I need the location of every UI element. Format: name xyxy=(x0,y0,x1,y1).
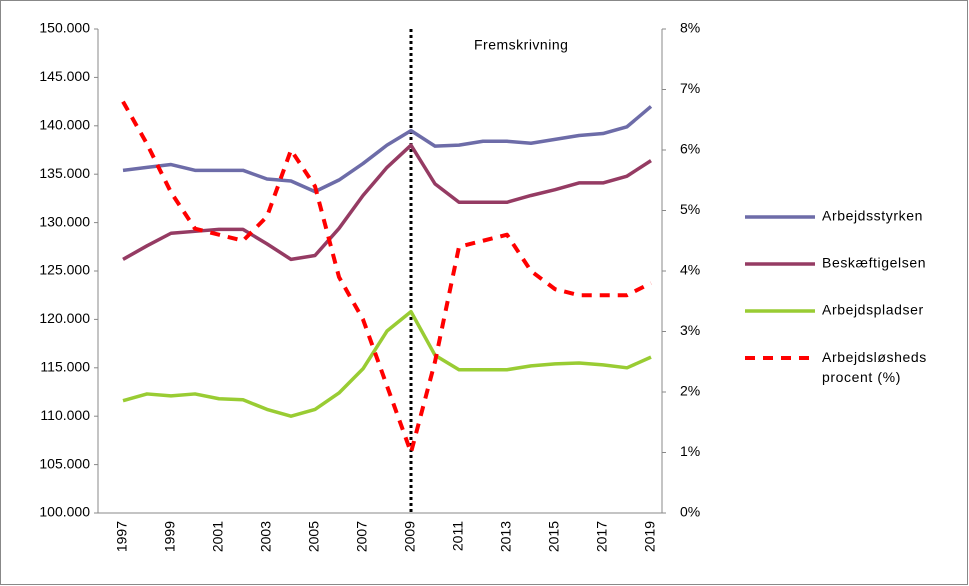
legend-label: Arbejdsstyrken xyxy=(822,208,923,224)
series-line xyxy=(122,105,653,194)
x-tick-label: 2015 xyxy=(546,521,562,552)
x-tick-label: 2005 xyxy=(306,521,322,552)
legend-label: Beskæftigelsen xyxy=(822,255,926,271)
y2-tick-label: 2% xyxy=(680,383,700,399)
annotation: Fremskrivning xyxy=(474,37,568,53)
y2-tick-label: 7% xyxy=(680,80,700,96)
y-tick-label: 140.000 xyxy=(39,117,90,133)
y2-tick-label: 6% xyxy=(680,141,700,157)
y-tick-label: 120.000 xyxy=(39,310,90,326)
x-tick-label: 2003 xyxy=(258,521,274,552)
y2-tick-label: 4% xyxy=(680,262,700,278)
x-tick-label: 1999 xyxy=(162,521,178,552)
series-line xyxy=(122,309,652,418)
x-tick-label: 2011 xyxy=(450,521,466,551)
y-tick-label: 125.000 xyxy=(39,262,90,278)
x-tick-label: 2019 xyxy=(642,521,658,552)
y2-tick-label: 3% xyxy=(680,322,700,338)
series-line xyxy=(122,143,652,262)
y-tick-label: 115.000 xyxy=(40,359,90,375)
x-tick-label: 2017 xyxy=(594,521,610,552)
legend-label: Arbejdsløsheds procent (%) xyxy=(822,349,927,385)
x-tick-label: 2013 xyxy=(498,521,514,552)
x-tick-label: 1997 xyxy=(114,521,130,552)
x-tick-label: 2009 xyxy=(402,521,418,552)
y-tick-label: 135.000 xyxy=(39,165,90,181)
x-tick-label: 2001 xyxy=(210,521,226,552)
y2-tick-label: 8% xyxy=(680,20,700,36)
y2-tick-label: 0% xyxy=(680,504,700,520)
y2-tick-label: 1% xyxy=(680,443,700,459)
x-tick-label: 2007 xyxy=(354,521,370,552)
y-tick-label: 150.000 xyxy=(39,20,90,36)
y-tick-label: 110.000 xyxy=(40,407,90,423)
y2-tick-label: 5% xyxy=(680,201,700,217)
y-tick-label: 145.000 xyxy=(39,68,90,84)
series-line xyxy=(121,100,652,455)
y-tick-label: 105.000 xyxy=(39,455,90,471)
y-tick-label: 130.000 xyxy=(39,213,90,229)
legend-label: Arbejdspladser xyxy=(822,302,924,318)
y-tick-label: 100.000 xyxy=(39,504,90,520)
